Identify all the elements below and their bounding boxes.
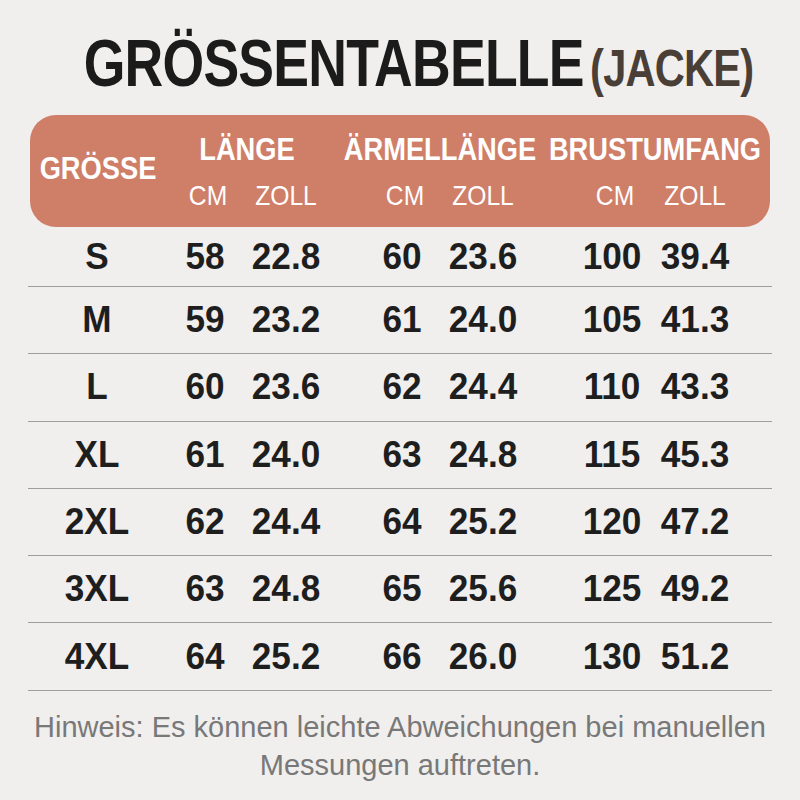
cell-brustumfang-zoll: 45.3 bbox=[661, 434, 729, 476]
size-label: L bbox=[86, 366, 107, 408]
cell-aermellaenge-cm: 66 bbox=[382, 636, 421, 678]
table-header: GRÖSSE LÄNGE ÄRMELLÄNGE BRUSTUMFANG CM Z… bbox=[30, 115, 770, 227]
table-row: 4XL 64 25.2 66 26.0 130 51.2 bbox=[28, 623, 772, 690]
cell-brustumfang-zoll: 51.2 bbox=[661, 636, 729, 678]
cell-laenge-cm: 59 bbox=[185, 299, 224, 341]
unit-header-laenge-zoll: ZOLL bbox=[255, 180, 317, 212]
size-chart-infographic: GRÖSSENTABELLE(JACKE) GRÖSSE LÄNGE ÄRMEL… bbox=[0, 0, 800, 800]
cell-aermellaenge-zoll: 26.0 bbox=[449, 636, 517, 678]
cell-laenge-zoll: 24.0 bbox=[252, 434, 320, 476]
unit-header-brustumfang-cm: CM bbox=[596, 180, 634, 212]
table-body: S 58 22.8 60 23.6 100 39.4 M 59 23.2 61 … bbox=[28, 227, 772, 691]
cell-brustumfang-zoll: 49.2 bbox=[661, 568, 729, 610]
cell-aermellaenge-zoll: 24.0 bbox=[449, 299, 517, 341]
cell-aermellaenge-zoll: 24.4 bbox=[449, 366, 517, 408]
cell-aermellaenge-cm: 65 bbox=[382, 568, 421, 610]
cell-laenge-cm: 63 bbox=[185, 568, 224, 610]
cell-laenge-zoll: 24.8 bbox=[252, 568, 320, 610]
cell-brustumfang-zoll: 47.2 bbox=[661, 501, 729, 543]
table-row: S 58 22.8 60 23.6 100 39.4 bbox=[28, 227, 772, 287]
cell-brustumfang-cm: 110 bbox=[584, 366, 641, 408]
cell-laenge-zoll: 23.6 bbox=[252, 366, 320, 408]
cell-laenge-cm: 60 bbox=[185, 366, 224, 408]
cell-aermellaenge-cm: 63 bbox=[382, 434, 421, 476]
page-title: GRÖSSENTABELLE(JACKE) bbox=[0, 24, 800, 101]
cell-aermellaenge-zoll: 25.2 bbox=[449, 501, 517, 543]
cell-laenge-zoll: 24.4 bbox=[252, 501, 320, 543]
cell-brustumfang-cm: 105 bbox=[583, 299, 642, 341]
cell-brustumfang-cm: 115 bbox=[584, 434, 641, 476]
footnote: Hinweis: Es können leichte Abweichungen … bbox=[22, 708, 778, 784]
size-label: S bbox=[85, 236, 108, 278]
cell-laenge-cm: 58 bbox=[185, 236, 224, 278]
cell-laenge-cm: 64 bbox=[185, 636, 224, 678]
unit-header-aermellaenge-cm: CM bbox=[386, 180, 424, 212]
unit-header-laenge-cm: CM bbox=[189, 180, 227, 212]
cell-laenge-zoll: 22.8 bbox=[252, 236, 320, 278]
unit-header-aermellaenge-zoll: ZOLL bbox=[452, 180, 514, 212]
cell-brustumfang-zoll: 43.3 bbox=[661, 366, 729, 408]
column-group-aermellaenge: ÄRMELLÄNGE bbox=[344, 132, 536, 168]
cell-aermellaenge-zoll: 24.8 bbox=[449, 434, 517, 476]
cell-brustumfang-zoll: 41.3 bbox=[661, 299, 729, 341]
cell-laenge-cm: 61 bbox=[185, 434, 224, 476]
column-group-laenge: LÄNGE bbox=[199, 132, 294, 168]
cell-laenge-zoll: 23.2 bbox=[252, 299, 320, 341]
cell-brustumfang-cm: 125 bbox=[583, 568, 642, 610]
table-row: 3XL 63 24.8 65 25.6 125 49.2 bbox=[28, 556, 772, 623]
cell-brustumfang-cm: 130 bbox=[583, 636, 642, 678]
size-label: 3XL bbox=[65, 568, 129, 610]
cell-aermellaenge-zoll: 25.6 bbox=[449, 568, 517, 610]
table-row: XL 61 24.0 63 24.8 115 45.3 bbox=[28, 422, 772, 489]
cell-aermellaenge-zoll: 23.6 bbox=[449, 236, 517, 278]
size-label: XL bbox=[75, 434, 120, 476]
table-row: M 59 23.2 61 24.0 105 41.3 bbox=[28, 287, 772, 354]
cell-brustumfang-zoll: 39.4 bbox=[661, 236, 729, 278]
column-group-brustumfang: BRUSTUMFANG bbox=[549, 132, 761, 168]
title-suffix: (JACKE) bbox=[590, 39, 753, 97]
unit-header-brustumfang-zoll: ZOLL bbox=[664, 180, 726, 212]
title-main: GRÖSSENTABELLE bbox=[84, 25, 584, 100]
column-header-groesse: GRÖSSE bbox=[40, 151, 157, 187]
size-label: M bbox=[82, 299, 111, 341]
cell-aermellaenge-cm: 60 bbox=[382, 236, 421, 278]
cell-aermellaenge-cm: 62 bbox=[382, 366, 421, 408]
page-title-text: GRÖSSENTABELLE(JACKE) bbox=[84, 24, 754, 101]
table-row: 2XL 62 24.4 64 25.2 120 47.2 bbox=[28, 489, 772, 556]
cell-aermellaenge-cm: 64 bbox=[382, 501, 421, 543]
cell-aermellaenge-cm: 61 bbox=[382, 299, 421, 341]
cell-brustumfang-cm: 100 bbox=[583, 236, 642, 278]
cell-brustumfang-cm: 120 bbox=[583, 501, 642, 543]
cell-laenge-cm: 62 bbox=[185, 501, 224, 543]
cell-laenge-zoll: 25.2 bbox=[252, 636, 320, 678]
table-row: L 60 23.6 62 24.4 110 43.3 bbox=[28, 354, 772, 421]
size-label: 2XL bbox=[65, 501, 129, 543]
size-label: 4XL bbox=[65, 636, 129, 678]
